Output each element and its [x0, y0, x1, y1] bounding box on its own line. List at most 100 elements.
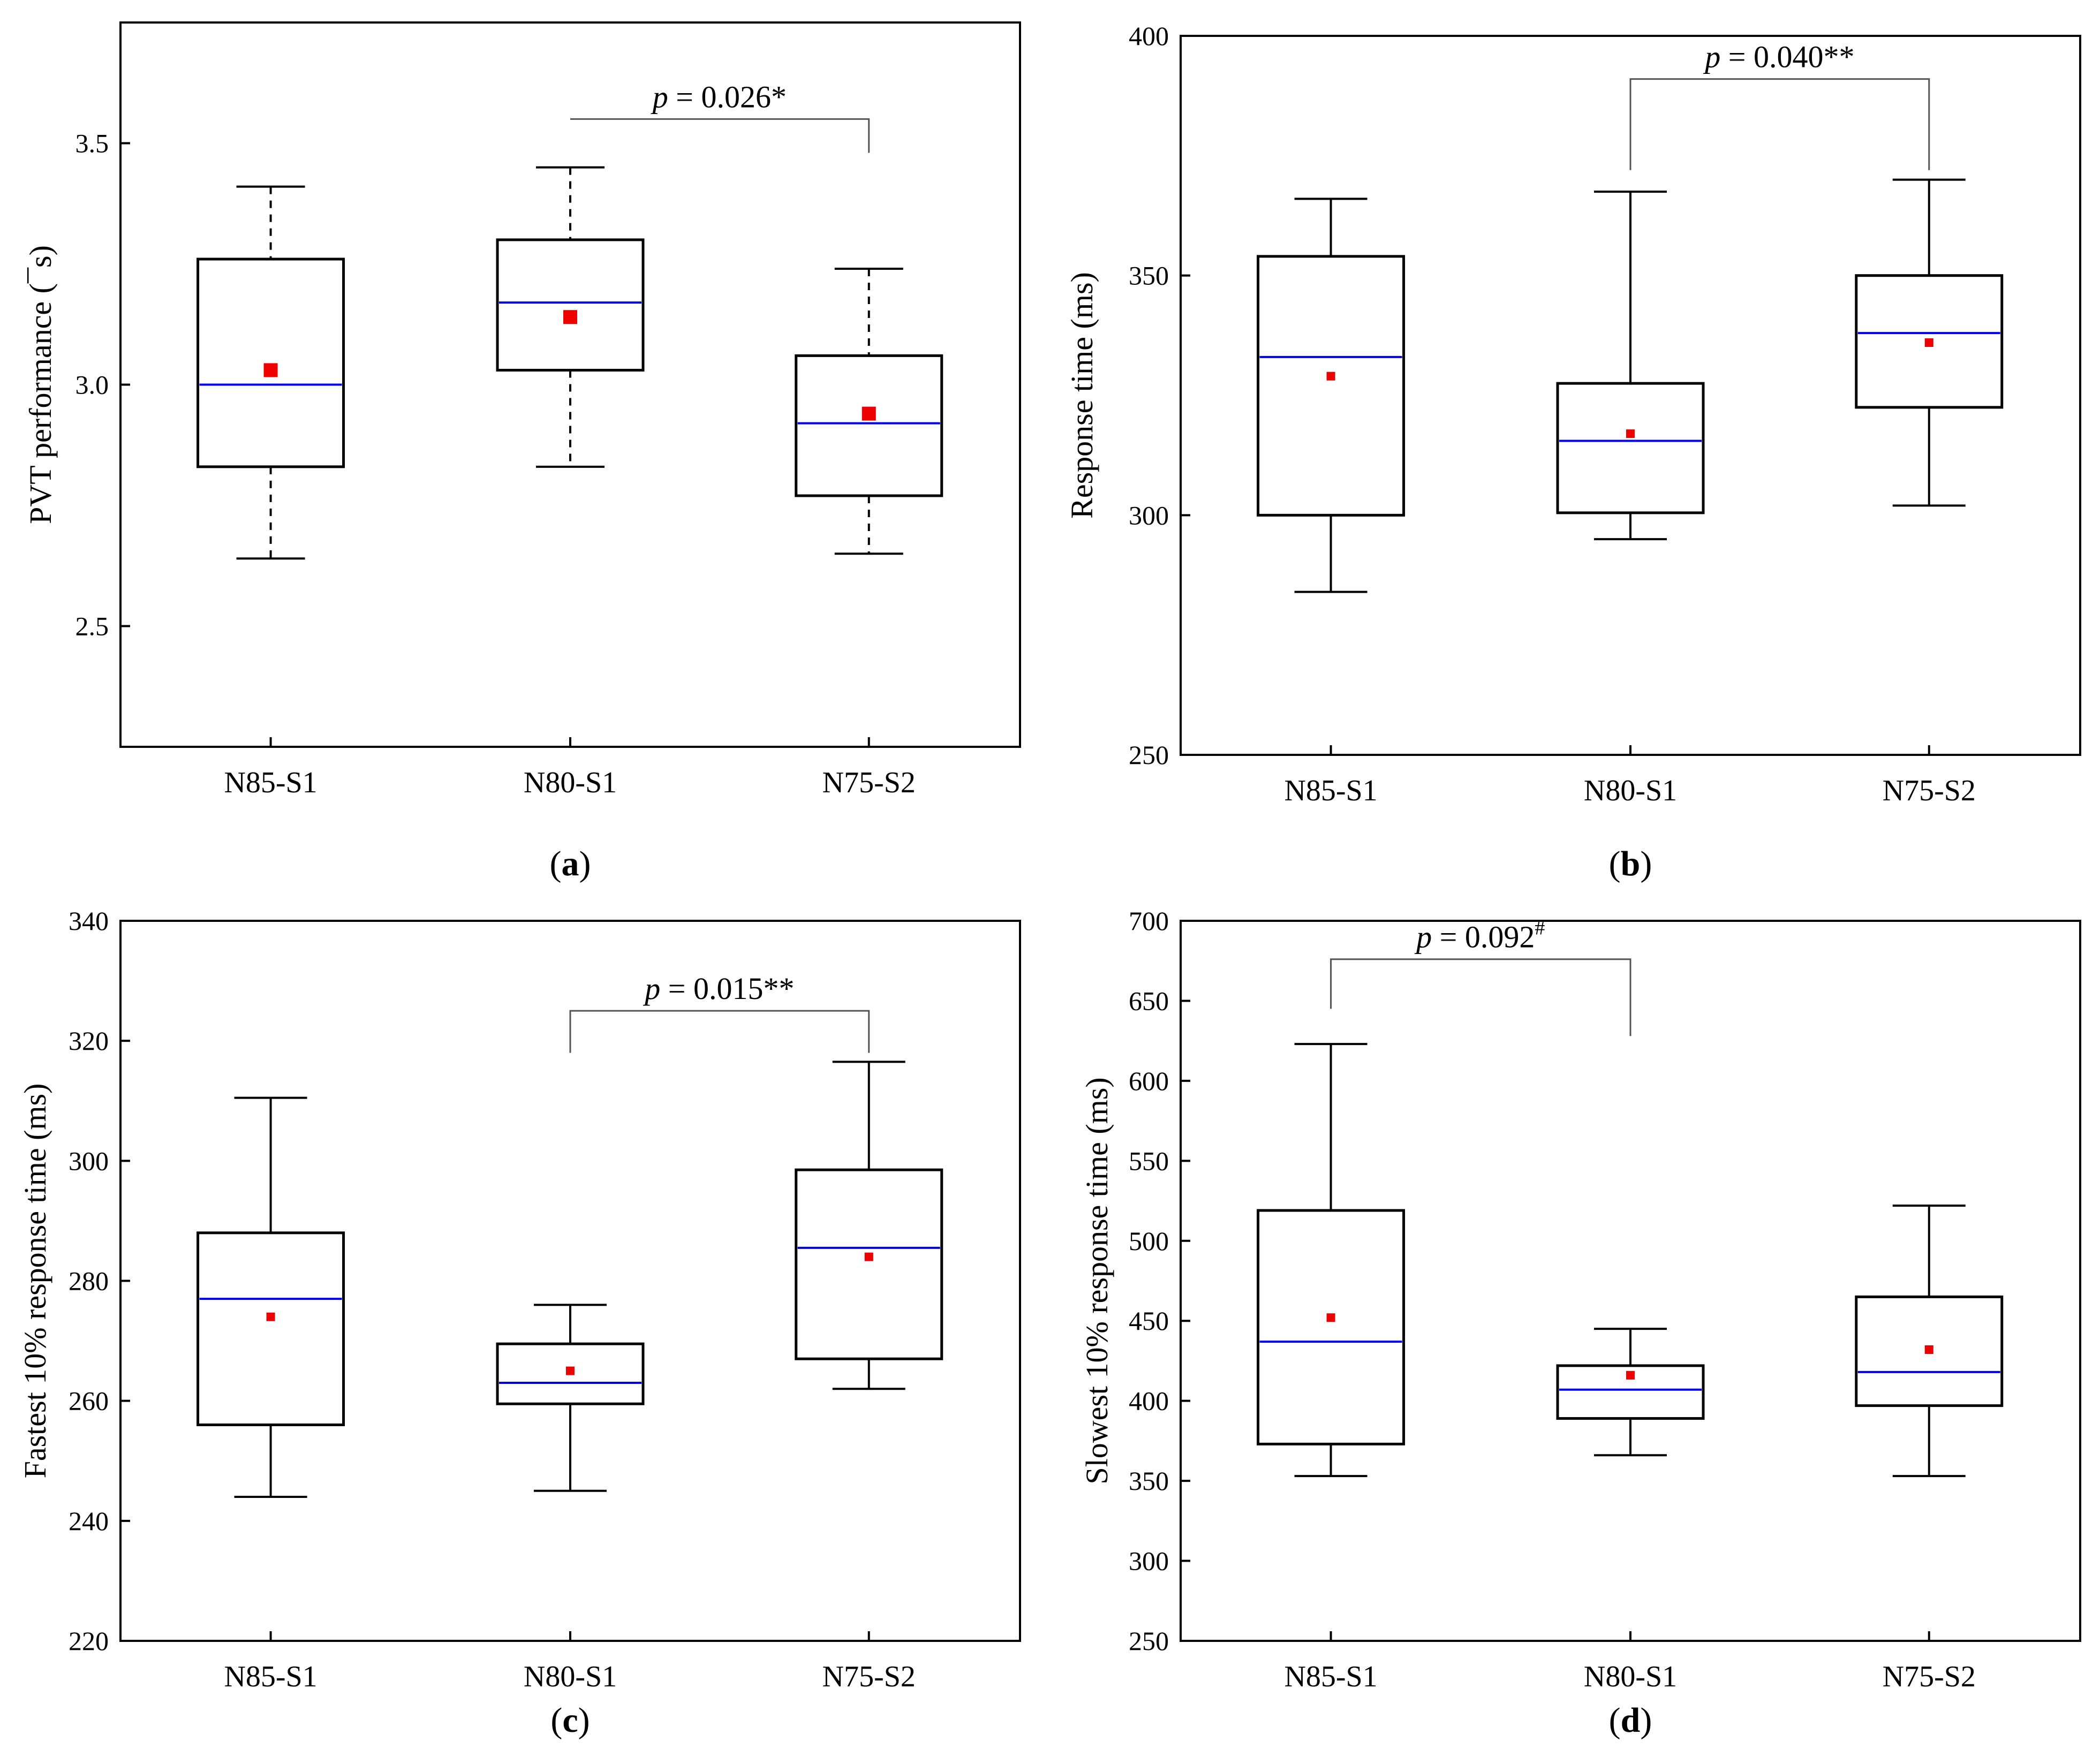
iqr-box	[1257, 1209, 1406, 1445]
significance-annotation: p = 0.026*	[570, 79, 870, 153]
y-tick-label: 340	[69, 906, 109, 936]
x-tick-label: N85-S1	[1284, 774, 1377, 807]
panel-label-close: )	[1640, 844, 1652, 883]
y-tick-label: 220	[69, 1626, 109, 1656]
iqr-box	[496, 238, 645, 372]
mean-marker	[563, 310, 577, 324]
iqr-box	[1257, 255, 1406, 517]
mean-marker	[1326, 1313, 1335, 1322]
significance-bracket	[1629, 78, 1930, 170]
mean-marker	[1924, 1345, 1933, 1354]
panel-label-close: )	[578, 1701, 590, 1740]
box-N75-S2	[795, 1061, 943, 1390]
y-tick-label: 300	[1129, 1546, 1169, 1576]
y-tick-label: 350	[1129, 1466, 1169, 1496]
y-tick-label: 400	[1129, 1386, 1169, 1416]
box-N75-S2	[795, 268, 943, 555]
mean-marker	[1924, 338, 1933, 347]
mean-marker	[864, 1252, 873, 1261]
x-tick-label: N85-S1	[1284, 1660, 1377, 1693]
box-N85-S1	[1257, 198, 1406, 593]
p-symbol: p	[651, 79, 668, 114]
p-value-text: = 0.026*	[668, 79, 787, 114]
panel-label-open: (	[1609, 844, 1621, 883]
iqr-box	[496, 1342, 645, 1405]
mean-marker	[1626, 1371, 1635, 1380]
iqr-box	[1855, 274, 2004, 409]
mean-marker	[1326, 372, 1335, 381]
box-N75-S2	[1855, 178, 2004, 507]
box-N75-S2	[1855, 1205, 2004, 1478]
panel-label-letter: b	[1621, 844, 1641, 883]
significance-bracket	[569, 1010, 870, 1053]
y-tick-label: 350	[1129, 261, 1169, 291]
x-tick-label: N85-S1	[224, 1660, 317, 1693]
iqr-box	[1855, 1295, 2004, 1407]
y-tick-label: 320	[69, 1026, 109, 1056]
iqr-box	[795, 354, 943, 497]
y-tick-label: 500	[1129, 1226, 1169, 1256]
x-tick-label: N75-S2	[822, 766, 916, 799]
p-value-label: p = 0.040**	[1703, 40, 1854, 74]
panel-label-close: )	[1640, 1701, 1652, 1740]
iqr-box	[197, 1231, 345, 1426]
panel-label-close: )	[579, 844, 591, 883]
significance-annotation: p = 0.015**	[569, 971, 870, 1053]
y-tick-label: 300	[69, 1146, 109, 1176]
x-tick-label: N75-S2	[822, 1660, 916, 1693]
y-tick-label: 300	[1129, 500, 1169, 530]
x-tick-label: N80-S1	[524, 1660, 617, 1693]
significance-annotation: p = 0.092#	[1330, 917, 1631, 1036]
panel-d: 250 300 350 400 450 500 550 600 650 700 N85-S1 N80-…	[1079, 906, 2081, 1740]
panel-label: (b)	[1609, 844, 1652, 883]
significance-bracket	[570, 118, 870, 153]
mean-marker	[263, 363, 278, 377]
box-N80-S1	[1556, 190, 1705, 541]
x-tick-label: N75-S2	[1883, 1660, 1976, 1693]
x-tick-label: N80-S1	[1584, 774, 1677, 807]
iqr-box	[795, 1168, 943, 1360]
y-tick-label: 280	[69, 1266, 109, 1296]
panel-label-letter: a	[562, 844, 579, 883]
y-axis-label: Slowest 10% response time (ms)	[1079, 1077, 1114, 1484]
panel-label: (a)	[550, 844, 591, 883]
box-N85-S1	[197, 185, 345, 560]
y-tick-label: 450	[1129, 1306, 1169, 1336]
x-tick-label: N85-S1	[224, 766, 317, 799]
box-N85-S1	[197, 1096, 345, 1498]
p-value-superscript: #	[1535, 917, 1545, 940]
iqr-box	[197, 258, 345, 468]
box-N80-S1	[496, 1304, 645, 1492]
panel-label-open: (	[550, 844, 562, 883]
significance-bracket	[1330, 958, 1631, 1036]
panel-label-letter: c	[562, 1701, 578, 1740]
panel-a: 2.5 3.0 3.5 N85-S1 N80-S1 N75-S2 PVT performan…	[23, 21, 1021, 883]
box-N80-S1	[1556, 1328, 1705, 1457]
x-tick-label: N80-S1	[524, 766, 617, 799]
p-value-text: = 0.040**	[1720, 40, 1854, 74]
p-value-label: p = 0.092#	[1414, 917, 1545, 955]
y-axis-label: Fastest 10% response time (ms)	[18, 1084, 52, 1479]
y-axis-label: PVT performance (¯s)	[23, 245, 58, 524]
p-value-label: p = 0.026*	[651, 79, 787, 114]
p-value-text: = 0.015**	[660, 971, 794, 1006]
y-tick-label: 400	[1129, 21, 1169, 51]
y-tick-label: 700	[1129, 906, 1169, 936]
x-tick-label: N80-S1	[1584, 1660, 1677, 1693]
y-tick-label: 3.5	[75, 128, 109, 158]
box-N85-S1	[1257, 1043, 1406, 1478]
y-tick-label: 650	[1129, 986, 1169, 1016]
y-tick-label: 2.5	[75, 611, 109, 641]
mean-marker	[566, 1366, 575, 1375]
mean-marker	[862, 406, 876, 421]
significance-annotation: p = 0.040**	[1629, 40, 1930, 170]
y-tick-label: 250	[1129, 1626, 1169, 1656]
panel-label: (d)	[1609, 1701, 1652, 1740]
p-symbol: p	[1703, 40, 1720, 74]
iqr-box	[1556, 1364, 1705, 1420]
panel-label-letter: d	[1621, 1701, 1641, 1740]
panel-b: 250 300 350 400 N85-S1 N80-S1 N75-S2 Response t…	[1064, 21, 2081, 883]
mean-marker	[1626, 429, 1635, 438]
panel-label-open: (	[550, 1701, 562, 1740]
